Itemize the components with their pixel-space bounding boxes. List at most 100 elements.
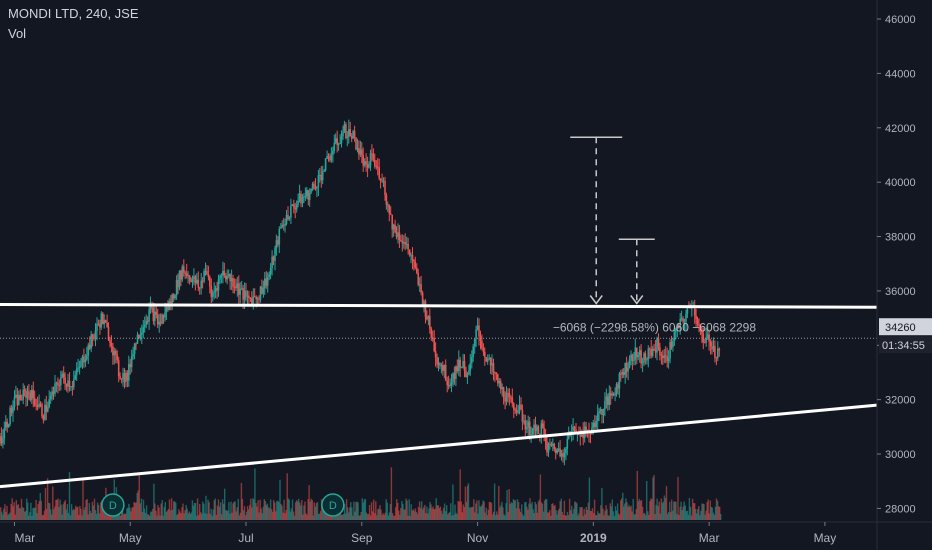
volume-bar xyxy=(384,512,386,520)
candle-body xyxy=(307,190,310,200)
candle-body xyxy=(75,368,78,376)
volume-bar xyxy=(482,500,484,520)
volume-bar xyxy=(257,500,259,520)
candle-body xyxy=(605,396,608,401)
candle-body xyxy=(238,283,240,295)
volume-bar xyxy=(60,504,62,520)
candle-body xyxy=(58,385,61,387)
volume-bar xyxy=(562,515,565,520)
candle-body xyxy=(511,397,514,404)
volume-bar xyxy=(643,512,646,520)
candle-body xyxy=(636,347,638,358)
volume-bar xyxy=(295,500,298,520)
y-tick-label: 28000 xyxy=(885,503,916,515)
volume-bar xyxy=(555,510,557,520)
volume-bar xyxy=(330,514,332,520)
volume-bar xyxy=(171,509,174,520)
volume-bar xyxy=(272,511,274,520)
volume-bar xyxy=(245,511,248,520)
candle-body xyxy=(424,301,427,318)
volume-bar xyxy=(144,512,147,520)
candle-body xyxy=(28,391,30,393)
candle-body xyxy=(321,171,324,181)
candle-body xyxy=(353,130,356,138)
volume-bar xyxy=(93,498,96,520)
candle-body xyxy=(110,342,113,347)
volume-bar xyxy=(497,514,499,520)
volume-bar xyxy=(557,510,559,520)
candle-body xyxy=(608,392,611,405)
volume-bar xyxy=(137,490,139,520)
volume-bar xyxy=(623,506,625,520)
volume-bar xyxy=(135,502,137,520)
volume-bar xyxy=(476,500,478,520)
candle-body xyxy=(288,217,291,220)
volume-bar xyxy=(533,513,535,520)
y-tick-label: 44000 xyxy=(885,68,916,80)
candle-body xyxy=(502,387,505,398)
dividend-badge xyxy=(321,493,345,517)
candle-body xyxy=(627,367,629,372)
current-price-label: 34260 xyxy=(885,322,916,334)
candle-body xyxy=(129,364,131,368)
candle-body xyxy=(708,334,710,342)
candle-body xyxy=(499,381,502,390)
volume-bar xyxy=(496,511,498,520)
candle-body xyxy=(404,242,406,245)
volume-bar xyxy=(52,486,54,520)
candle-body xyxy=(280,227,282,229)
volume-bar xyxy=(523,516,525,520)
volume-bar xyxy=(529,498,531,520)
volume-bar xyxy=(691,498,694,520)
volume-bar xyxy=(389,504,392,520)
volume-bar xyxy=(542,511,545,520)
candle-body xyxy=(523,420,525,422)
volume-bar xyxy=(634,514,636,520)
candle-body xyxy=(233,286,236,288)
volume-indicator-label[interactable]: Vol xyxy=(8,26,27,41)
candle-body xyxy=(375,166,378,167)
volume-bar xyxy=(198,515,200,520)
candle-body xyxy=(230,278,233,282)
volume-bar xyxy=(70,504,73,520)
volume-bar xyxy=(612,511,615,520)
volume-bar xyxy=(286,473,288,520)
volume-bar xyxy=(526,506,528,520)
projection-arrowhead xyxy=(589,295,603,305)
candle-body xyxy=(579,434,582,437)
y-tick-label: 38000 xyxy=(885,232,916,244)
volume-bar xyxy=(515,508,518,520)
candle-body xyxy=(356,148,359,150)
volume-bar xyxy=(708,513,710,520)
candle-body xyxy=(156,314,159,325)
candle-body xyxy=(615,384,618,394)
volume-bar xyxy=(447,514,449,520)
candle-body xyxy=(596,413,599,421)
candle-body xyxy=(637,355,639,358)
volume-bar xyxy=(315,503,318,520)
countdown-label: 01:34:55 xyxy=(882,340,925,352)
candle-body xyxy=(607,396,609,405)
candle-body xyxy=(434,351,437,358)
volume-bar xyxy=(34,507,36,520)
volume-bar xyxy=(578,513,580,520)
candle-body xyxy=(547,444,550,453)
candle-body xyxy=(258,298,260,300)
candle-body xyxy=(282,224,285,226)
volume-bar xyxy=(421,501,423,520)
volume-bar xyxy=(273,500,275,520)
candle-body xyxy=(2,438,4,444)
volume-bar xyxy=(241,498,244,520)
volume-bar xyxy=(185,505,187,520)
volume-bar xyxy=(236,507,238,520)
volume-bar xyxy=(209,513,211,520)
volume-bar xyxy=(697,509,699,520)
volume-bar xyxy=(305,513,307,520)
volume-bar xyxy=(629,507,631,520)
volume-bar xyxy=(382,513,384,520)
candle-body xyxy=(437,363,440,365)
volume-bar xyxy=(283,499,285,520)
candle-body xyxy=(526,427,528,430)
volume-bar xyxy=(614,506,617,520)
